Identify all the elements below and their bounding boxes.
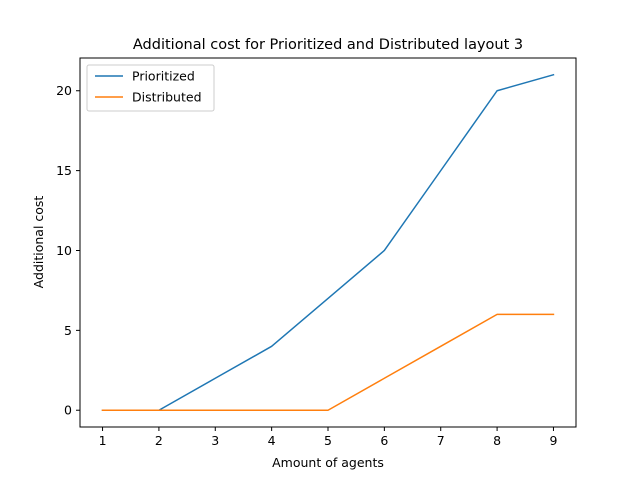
x-tick-label: 3: [211, 433, 219, 448]
series-line-distributed: [101, 313, 555, 411]
series-line-prioritized: [101, 73, 555, 411]
x-axis-label: Amount of agents: [272, 455, 384, 470]
x-tick-label: 8: [493, 433, 501, 448]
y-axis-label: Additional cost: [31, 196, 46, 289]
y-tick-label: 15: [56, 163, 72, 178]
y-tick-label: 0: [64, 403, 72, 418]
plot-area: [79, 57, 577, 428]
x-tick-label: 2: [155, 433, 163, 448]
legend-label-prioritized: Prioritized: [132, 69, 195, 84]
y-axis-ticks: 0 5 10 15 20: [56, 83, 80, 418]
x-tick-label: 7: [437, 433, 445, 448]
series-layer: [101, 73, 555, 411]
y-tick-label: 20: [56, 83, 72, 98]
plot-background: [80, 58, 576, 427]
legend: Prioritized Distributed: [86, 64, 215, 112]
x-tick-label: 9: [549, 433, 557, 448]
x-axis-ticks: 1 2 3 4 5 6 7 8 9: [99, 427, 557, 448]
y-tick-label: 5: [64, 323, 72, 338]
legend-items: Prioritized Distributed: [95, 69, 202, 105]
x-tick-label: 4: [268, 433, 276, 448]
x-tick-label: 6: [380, 433, 388, 448]
legend-label-distributed: Distributed: [132, 90, 202, 105]
x-tick-label: 5: [324, 433, 332, 448]
y-tick-label: 10: [56, 243, 72, 258]
chart-title: Additional cost for Prioritized and Dist…: [133, 37, 523, 53]
x-tick-label: 1: [99, 433, 107, 448]
